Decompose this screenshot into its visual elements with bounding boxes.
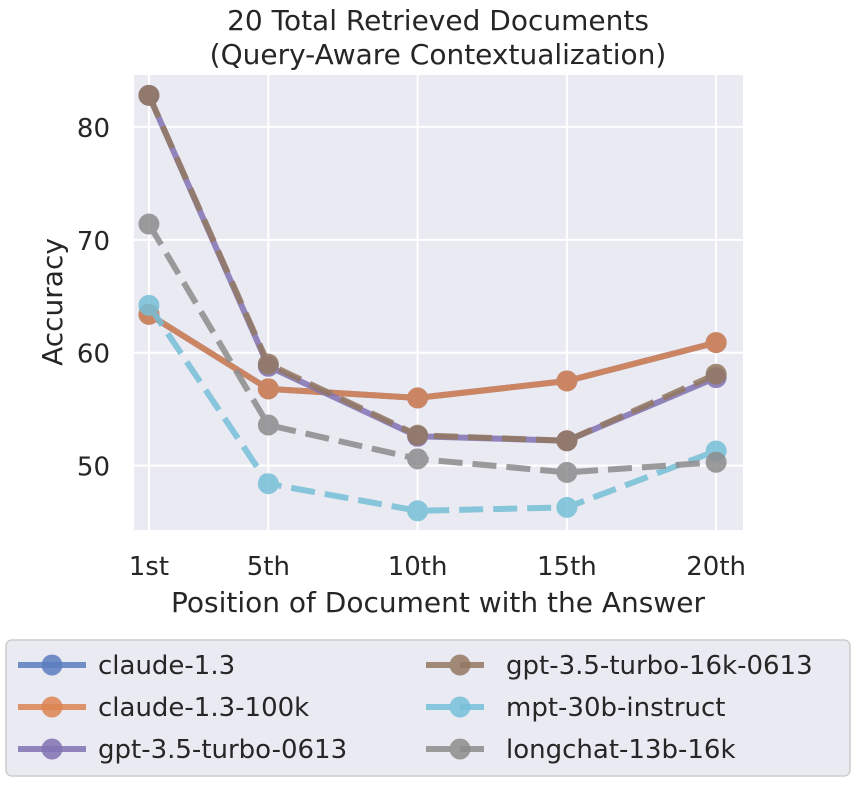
- legend-marker: [41, 696, 63, 718]
- data-point: [556, 461, 578, 483]
- data-point: [705, 451, 727, 473]
- y-tick-label: 60: [77, 340, 110, 370]
- legend-entry: gpt-3.5-turbo-0613: [18, 735, 347, 765]
- data-point: [407, 448, 429, 470]
- legend-entries: claude-1.3 claude-1.3-100k gpt-3.5-turbo-0…: [18, 651, 813, 765]
- data-point: [257, 414, 279, 436]
- x-tick-label: 1st: [129, 552, 169, 582]
- chart-title-line-1: 20 Total Retrieved Documents: [227, 4, 649, 37]
- series-line: [146, 303, 718, 514]
- data-point: [705, 332, 727, 354]
- x-axis-label: Position of Document with the Answer: [171, 586, 706, 619]
- series-gpt-3.5-turbo-16k-0613: [138, 84, 727, 452]
- data-point: [257, 353, 279, 375]
- y-tick-label: 50: [77, 453, 110, 483]
- data-point: [257, 473, 279, 495]
- series-layer: [138, 84, 727, 522]
- legend-marker: [449, 696, 471, 718]
- data-point: [705, 363, 727, 385]
- y-tick-labels: 50 60 70 80: [77, 114, 110, 483]
- plot-background: [134, 75, 743, 530]
- legend-label: gpt-3.5-turbo-0613: [98, 735, 347, 765]
- x-tick-label: 5th: [247, 552, 290, 582]
- x-tick-label: 10th: [388, 552, 448, 582]
- x-tick-label: 20th: [686, 552, 746, 582]
- data-point: [556, 370, 578, 392]
- data-point: [407, 500, 429, 522]
- y-tick-label: 80: [77, 114, 110, 144]
- legend-label: mpt-30b-instruct: [506, 693, 725, 723]
- series-mpt-30b-instruct: [138, 294, 727, 522]
- legend-marker: [41, 738, 63, 760]
- data-point: [556, 430, 578, 452]
- legend-label: gpt-3.5-turbo-16k-0613: [506, 651, 813, 681]
- x-tick-label: 15th: [537, 552, 597, 582]
- x-tick-labels: 1st 5th 10th 15th 20th: [129, 552, 746, 582]
- data-point: [407, 387, 429, 409]
- legend-marker: [41, 654, 63, 676]
- legend-label: claude-1.3-100k: [98, 693, 309, 723]
- legend-entry: gpt-3.5-turbo-16k-0613: [426, 651, 813, 681]
- legend-entry: claude-1.3: [18, 651, 235, 681]
- y-axis-label: Accuracy: [36, 238, 69, 366]
- series-longchat-13b-16k: [138, 213, 727, 483]
- chart-title-line-2: (Query-Aware Contextualization): [210, 38, 667, 71]
- data-point: [138, 294, 160, 316]
- data-point: [556, 496, 578, 518]
- legend-marker: [449, 738, 471, 760]
- legend-entry: claude-1.3-100k: [18, 693, 309, 723]
- legend-entry: mpt-30b-instruct: [426, 693, 725, 723]
- legend-entry: longchat-13b-16k: [426, 735, 736, 765]
- legend: claude-1.3 claude-1.3-100k gpt-3.5-turbo-0…: [5, 639, 851, 777]
- data-point: [138, 84, 160, 106]
- data-point: [257, 378, 279, 400]
- legend-marker: [449, 654, 471, 676]
- legend-label: longchat-13b-16k: [506, 735, 736, 765]
- y-tick-label: 70: [77, 227, 110, 257]
- data-point: [407, 424, 429, 446]
- data-point: [138, 213, 160, 235]
- legend-label: claude-1.3: [98, 651, 235, 681]
